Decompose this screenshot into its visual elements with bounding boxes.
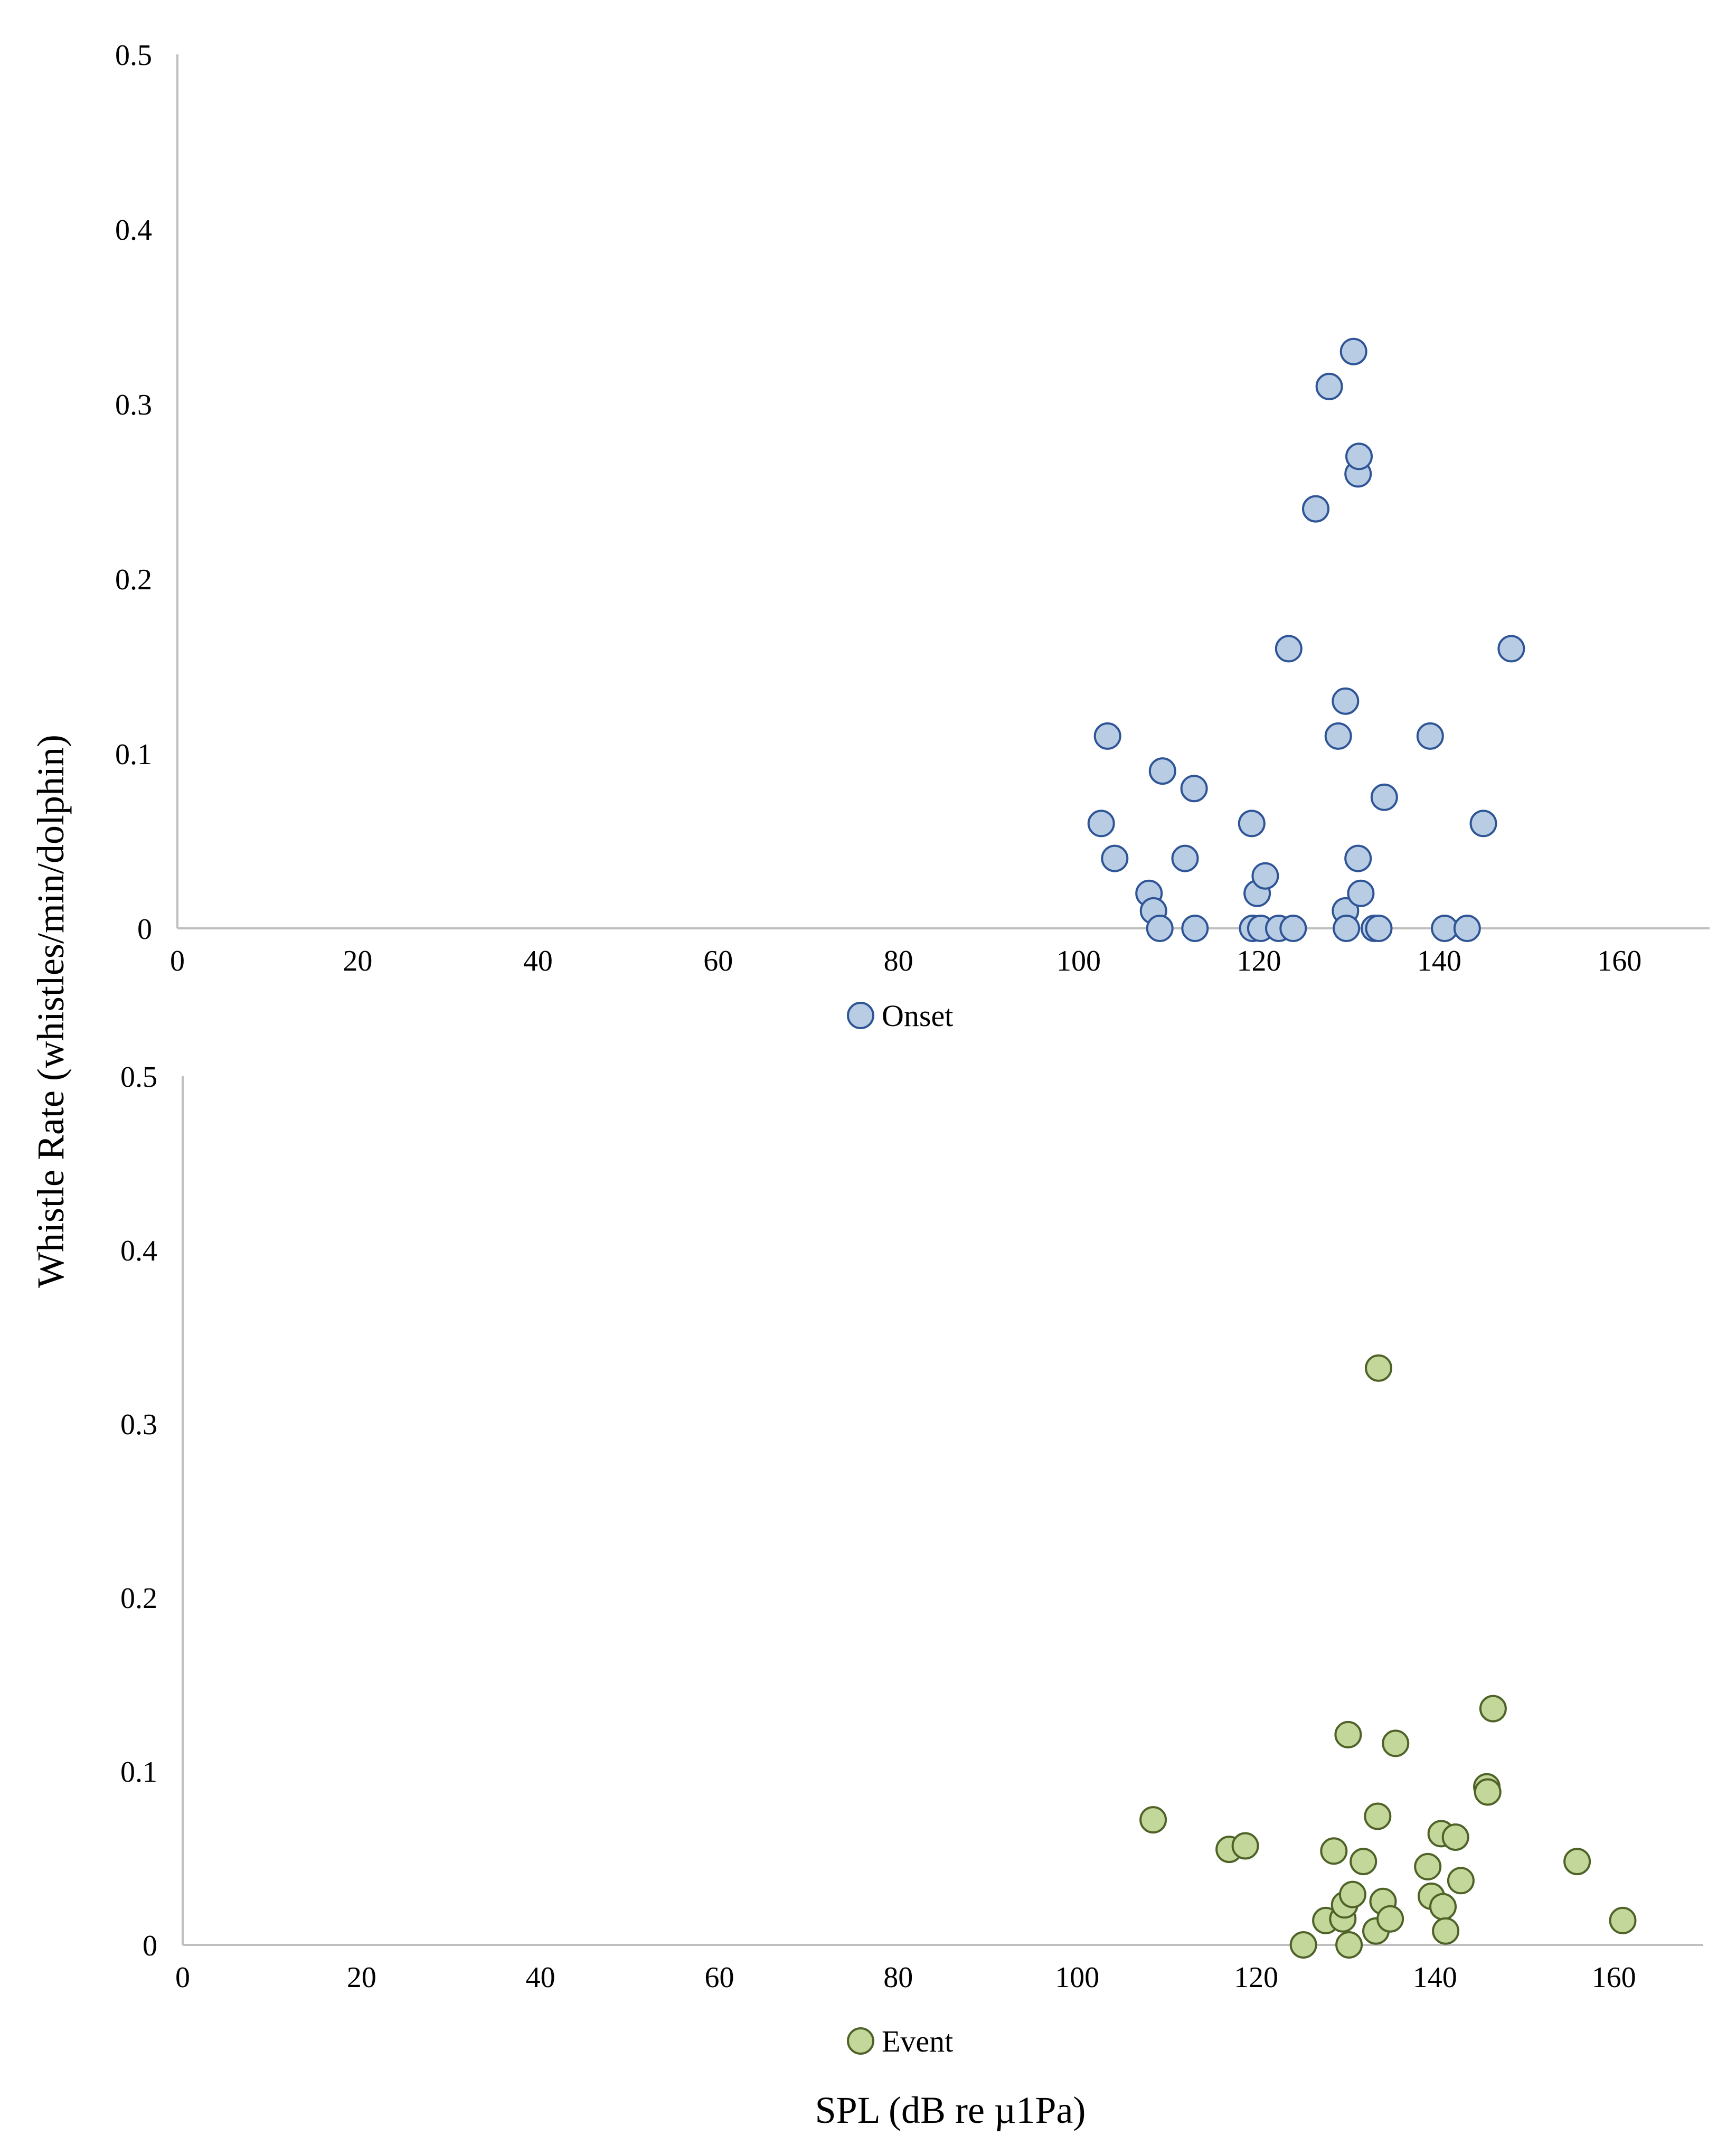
event-x-tick-label: 0 (175, 1961, 190, 1994)
event-data-point (1474, 1778, 1502, 1806)
event-data-point (1376, 1905, 1404, 1933)
onset-legend-label: Onset (882, 999, 953, 1033)
event-data-point (1382, 1729, 1410, 1757)
onset-x-tick-labels: 0 20 40 60 80 100 120 140 160 (170, 945, 1641, 977)
event-x-tick-label: 120 (1234, 1961, 1278, 1994)
event-data-point (1414, 1852, 1442, 1880)
event-data-points (1139, 1354, 1637, 1959)
event-x-tick-label: 40 (526, 1961, 555, 1994)
onset-data-point (1251, 862, 1279, 890)
event-data-point (1364, 1802, 1392, 1830)
event-legend: Event (847, 2024, 953, 2058)
y-axis-title: Whistle Rate (whistles/min/dolphin) (30, 735, 72, 1288)
onset-data-point (1370, 783, 1398, 811)
onset-data-point (1315, 372, 1343, 400)
event-x-tick-label: 140 (1413, 1961, 1457, 1994)
onset-y-tick-label: 0.4 (115, 214, 152, 247)
onset-x-tick-label: 100 (1056, 945, 1101, 977)
onset-y-tick-label: 0.3 (115, 389, 152, 421)
onset-x-tick-label: 20 (343, 945, 372, 977)
onset-data-point (1279, 915, 1307, 942)
onset-data-point (1146, 915, 1174, 942)
onset-legend: Onset (847, 999, 953, 1033)
event-data-point (1338, 1880, 1366, 1908)
onset-data-point (1093, 722, 1121, 750)
onset-data-point (1148, 757, 1176, 785)
event-data-point (1350, 1848, 1378, 1876)
event-x-tick-label: 100 (1055, 1961, 1099, 1994)
onset-data-point (1469, 810, 1497, 838)
event-data-point (1447, 1867, 1475, 1895)
event-data-point (1335, 1931, 1363, 1959)
event-y-tick-label: 0.1 (120, 1756, 157, 1789)
onset-y-tick-label: 0.2 (115, 563, 152, 596)
event-data-point (1432, 1917, 1460, 1945)
onset-plot-area: 0 0.1 0.2 0.3 0.4 0.5 0 20 40 60 80 100 120 140 160 (115, 39, 1710, 977)
event-y-tick-label: 0.2 (120, 1582, 157, 1615)
onset-data-point (1332, 687, 1360, 715)
onset-data-point (1497, 635, 1525, 663)
event-x-tick-label: 80 (883, 1961, 913, 1994)
onset-x-tick-label: 140 (1417, 945, 1461, 977)
event-data-point (1139, 1806, 1167, 1834)
onset-data-point (1333, 915, 1361, 942)
event-data-point (1441, 1823, 1469, 1851)
onset-x-tick-label: 0 (170, 945, 185, 977)
event-data-point (1429, 1893, 1457, 1921)
onset-x-tick-label: 40 (523, 945, 553, 977)
x-axis-title: SPL (dB re µ1Pa) (815, 2089, 1086, 2131)
event-x-tick-labels: 0 20 40 60 80 100 120 140 160 (175, 1961, 1636, 1994)
onset-data-point (1416, 722, 1444, 750)
event-data-point (1479, 1695, 1507, 1723)
onset-data-point (1344, 844, 1372, 872)
onset-y-tick-label: 0.1 (115, 738, 152, 771)
onset-data-point (1087, 810, 1115, 838)
event-y-tick-labels: 0 0.1 0.2 0.3 0.4 0.5 (120, 1061, 157, 1962)
onset-data-point (1275, 635, 1303, 663)
onset-y-tick-labels: 0 0.1 0.2 0.3 0.4 0.5 (115, 39, 152, 946)
onset-x-tick-label: 80 (884, 945, 913, 977)
onset-data-points (1087, 337, 1525, 942)
onset-x-tick-label: 120 (1237, 945, 1281, 977)
event-data-point (1320, 1837, 1348, 1865)
event-data-point (1334, 1720, 1362, 1748)
onset-data-point (1302, 495, 1329, 523)
onset-y-tick-label: 0.5 (115, 39, 152, 72)
event-data-point (1289, 1931, 1317, 1959)
onset-legend-marker (847, 1002, 874, 1029)
event-x-tick-label: 60 (704, 1961, 734, 1994)
event-y-tick-label: 0 (143, 1930, 157, 1962)
onset-data-point (1180, 775, 1208, 803)
onset-data-point (1324, 722, 1352, 750)
event-panel: 0 0.1 0.2 0.3 0.4 0.5 0 20 40 60 80 100 120 140 160 E… (120, 1061, 1703, 2058)
onset-data-point (1339, 337, 1367, 365)
onset-data-point (1238, 810, 1266, 838)
event-data-point (1609, 1906, 1637, 1934)
onset-data-point (1365, 915, 1393, 942)
onset-data-point (1347, 879, 1375, 907)
onset-data-point (1345, 443, 1373, 471)
onset-panel: 0 0.1 0.2 0.3 0.4 0.5 0 20 40 60 80 100 120 140 160 O… (115, 39, 1710, 1033)
event-x-tick-label: 160 (1592, 1961, 1636, 1994)
event-y-tick-label: 0.3 (120, 1408, 157, 1441)
onset-data-point (1181, 915, 1209, 942)
event-data-point (1231, 1832, 1259, 1860)
event-legend-marker (847, 2027, 874, 2055)
onset-data-point (1453, 915, 1481, 942)
onset-data-point (1101, 844, 1129, 872)
onset-x-tick-label: 160 (1597, 945, 1641, 977)
onset-x-tick-label: 60 (703, 945, 733, 977)
event-y-tick-label: 0.4 (120, 1235, 157, 1267)
event-data-point (1365, 1354, 1392, 1382)
event-legend-label: Event (882, 2024, 953, 2058)
event-plot-area: 0 0.1 0.2 0.3 0.4 0.5 0 20 40 60 80 100 120 140 160 (120, 1061, 1703, 1994)
event-data-point (1563, 1848, 1591, 1876)
event-x-tick-label: 20 (347, 1961, 376, 1994)
event-y-tick-label: 0.5 (120, 1061, 157, 1094)
onset-y-tick-label: 0 (137, 913, 152, 946)
onset-data-point (1171, 844, 1199, 872)
